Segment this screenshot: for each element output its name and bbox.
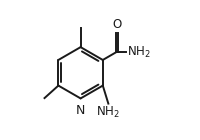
Text: NH$_2$: NH$_2$ <box>96 105 120 120</box>
Text: N: N <box>76 104 85 117</box>
Text: NH$_2$: NH$_2$ <box>127 45 151 60</box>
Text: O: O <box>113 18 122 31</box>
